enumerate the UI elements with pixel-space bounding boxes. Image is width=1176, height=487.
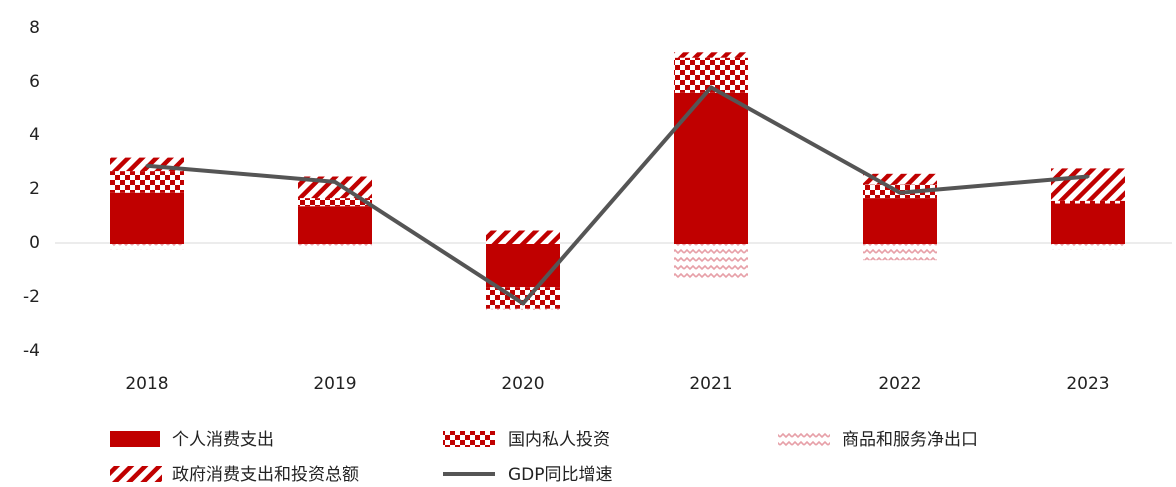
legend-item-government: 政府消费支出和投资总额 [110,465,359,485]
y-tick-label: 8 [29,18,40,38]
gdp-point-2020 [522,302,525,305]
gdp-point-2022 [899,191,902,194]
x-tick-label-2023: 2023 [1066,374,1109,394]
y-axis: 8 6 4 2 0 -2 -4 [23,18,40,361]
y-tick-label: -2 [23,287,40,307]
y-tick-label: -4 [23,341,40,361]
gdp-point-2021 [710,86,713,89]
x-axis: 2018 2019 2020 2021 2022 2023 [125,374,1109,394]
legend-item-gdp: GDP同比增速 [443,465,613,485]
bar-segment-2018-series-2 [110,244,184,249]
gdp-point-2019 [334,180,337,183]
y-tick-label: 4 [29,125,40,145]
bar-segment-2020-series-2 [486,309,560,312]
bar-segment-2023-series-0 [1051,204,1125,245]
legend: 个人消费支出 国内私人投资 商品和服务净出口 政府消费支出和投资总额 GDP同比… [110,430,978,485]
bar-segment-2021-series-3 [674,52,748,57]
bar-segment-2023-series-2 [1051,244,1125,249]
legend-swatch-solid [110,431,160,447]
bar-segment-2020-series-1 [486,287,560,309]
y-tick-label: 6 [29,72,40,92]
bar-segment-2019-series-0 [298,206,372,244]
bar-segment-2021-series-2 [674,244,748,279]
legend-item-personal-consumption: 个人消费支出 [110,430,274,450]
x-tick-label-2019: 2019 [313,374,356,394]
legend-item-private-investment: 国内私人投资 [443,430,610,450]
legend-item-net-exports: 商品和服务净出口 [778,430,978,450]
gdp-line-layer [146,86,1090,305]
y-tick-label: 2 [29,179,40,199]
bars [110,52,1125,311]
gdp-growth-line [147,87,1088,303]
bar-segment-2022-series-0 [863,198,937,244]
legend-swatch-wave [778,431,830,447]
bar-segment-2020-series-3 [486,231,560,245]
legend-label: 商品和服务净出口 [842,430,978,450]
legend-swatch-checker [443,431,495,447]
bar-segment-2022-series-2 [863,244,937,260]
legend-label: 国内私人投资 [508,430,610,450]
x-tick-label-2022: 2022 [878,374,921,394]
bar-segment-2018-series-0 [110,193,184,244]
legend-swatch-diagonal [110,466,162,482]
bar-segment-2019-series-2 [298,244,372,247]
legend-label: GDP同比增速 [508,465,613,485]
legend-label: 政府消费支出和投资总额 [172,465,359,485]
bar-segment-2018-series-1 [110,171,184,193]
bar-segment-2023-series-1 [1051,201,1125,204]
x-tick-label-2021: 2021 [689,374,732,394]
bar-segment-2020-series-0 [486,244,560,287]
gdp-point-2018 [146,164,149,167]
bar-segment-2023-series-3 [1051,168,1125,200]
x-tick-label-2018: 2018 [125,374,168,394]
y-tick-label: 0 [29,233,40,253]
gdp-point-2023 [1087,175,1090,178]
x-tick-label-2020: 2020 [501,374,544,394]
legend-label: 个人消费支出 [172,430,274,450]
